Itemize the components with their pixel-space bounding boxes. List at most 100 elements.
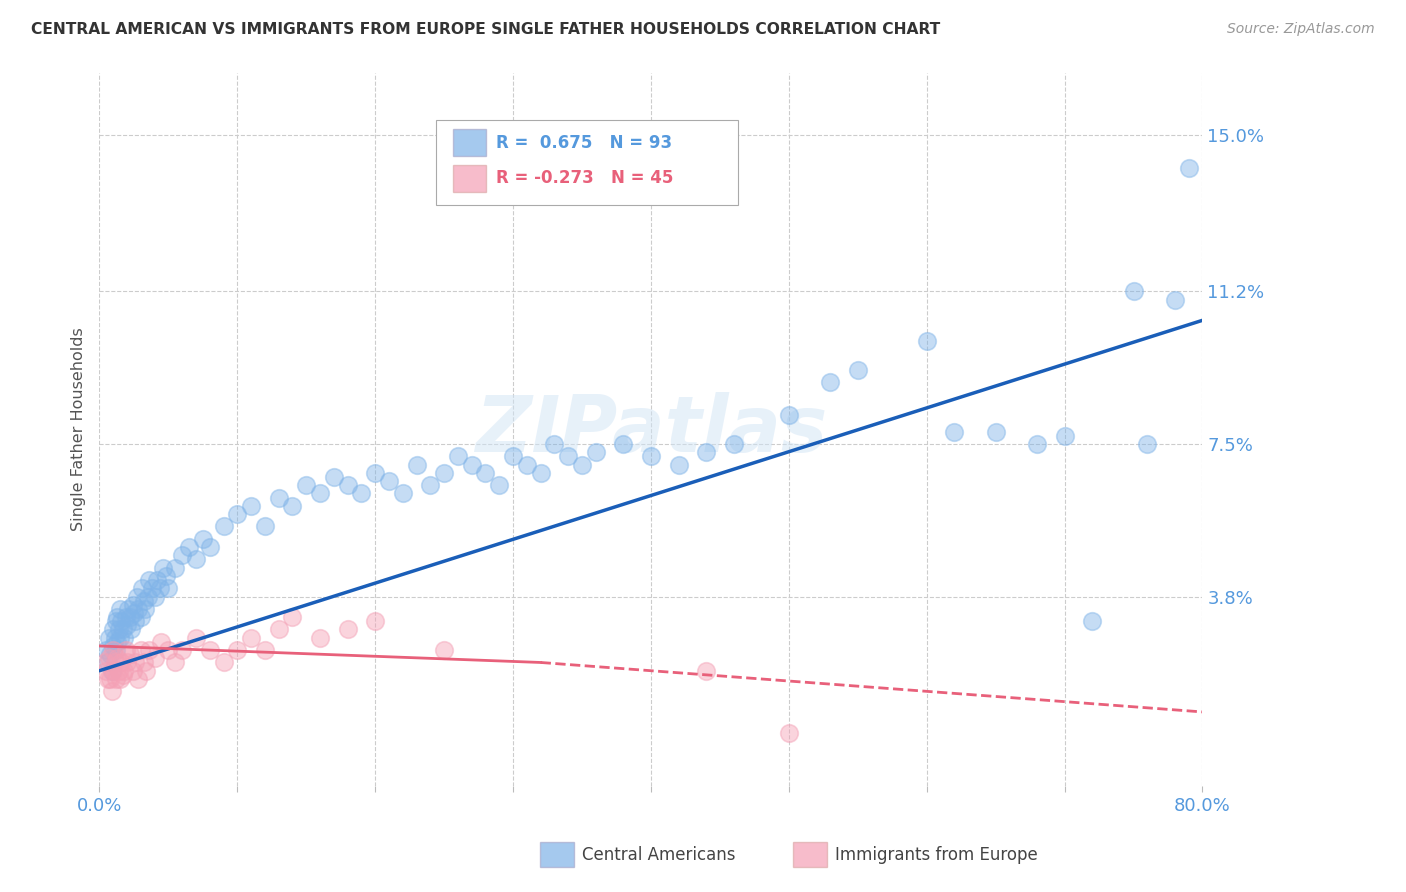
Point bbox=[516, 458, 538, 472]
Point bbox=[157, 643, 180, 657]
Point bbox=[96, 643, 118, 657]
Point bbox=[336, 478, 359, 492]
Point bbox=[240, 499, 263, 513]
Point bbox=[1026, 437, 1049, 451]
Point bbox=[150, 635, 173, 649]
Text: Source: ZipAtlas.com: Source: ZipAtlas.com bbox=[1227, 22, 1375, 37]
Point bbox=[103, 643, 125, 657]
Point bbox=[778, 408, 800, 422]
Point bbox=[295, 478, 318, 492]
Point bbox=[1136, 437, 1159, 451]
Point bbox=[96, 664, 118, 678]
Point bbox=[143, 651, 166, 665]
Point bbox=[115, 618, 138, 632]
Point bbox=[143, 590, 166, 604]
Point bbox=[543, 437, 565, 451]
Point bbox=[474, 466, 496, 480]
Point bbox=[336, 623, 359, 637]
Point bbox=[571, 458, 593, 472]
Point bbox=[322, 470, 344, 484]
Point bbox=[136, 590, 159, 604]
Point bbox=[115, 656, 138, 670]
Point bbox=[267, 491, 290, 505]
Point bbox=[107, 664, 129, 678]
Point bbox=[105, 651, 128, 665]
Point bbox=[267, 623, 290, 637]
Point bbox=[1081, 614, 1104, 628]
Point bbox=[157, 581, 180, 595]
Point bbox=[120, 623, 142, 637]
Point bbox=[364, 614, 387, 628]
Point bbox=[112, 664, 135, 678]
Point bbox=[94, 656, 117, 670]
Point bbox=[433, 643, 456, 657]
Point bbox=[177, 540, 200, 554]
Point bbox=[122, 606, 145, 620]
Point bbox=[191, 532, 214, 546]
Text: Central Americans: Central Americans bbox=[582, 846, 735, 863]
Point bbox=[104, 614, 127, 628]
Point bbox=[488, 478, 510, 492]
Point bbox=[111, 668, 134, 682]
Point bbox=[172, 643, 194, 657]
Point bbox=[530, 466, 553, 480]
Point bbox=[129, 610, 152, 624]
Point bbox=[915, 334, 938, 348]
Point bbox=[1053, 429, 1076, 443]
Point bbox=[138, 573, 160, 587]
Point bbox=[281, 610, 304, 624]
Point bbox=[668, 458, 690, 472]
Point bbox=[226, 643, 249, 657]
Point bbox=[165, 560, 187, 574]
Point bbox=[127, 672, 149, 686]
Point bbox=[121, 598, 143, 612]
Point bbox=[212, 519, 235, 533]
Point bbox=[240, 631, 263, 645]
Point bbox=[846, 363, 869, 377]
Point bbox=[129, 643, 152, 657]
Point bbox=[198, 540, 221, 554]
Point bbox=[1177, 161, 1199, 175]
Point bbox=[110, 614, 132, 628]
Point bbox=[97, 656, 120, 670]
Point bbox=[172, 549, 194, 563]
Point bbox=[138, 643, 160, 657]
Text: CENTRAL AMERICAN VS IMMIGRANTS FROM EUROPE SINGLE FATHER HOUSEHOLDS CORRELATION : CENTRAL AMERICAN VS IMMIGRANTS FROM EURO… bbox=[31, 22, 941, 37]
Point bbox=[127, 602, 149, 616]
Point bbox=[124, 656, 146, 670]
Point bbox=[155, 569, 177, 583]
Point bbox=[984, 425, 1007, 439]
Point bbox=[253, 643, 276, 657]
Point bbox=[105, 635, 128, 649]
Text: ZIPatlas: ZIPatlas bbox=[475, 392, 827, 467]
Point bbox=[460, 458, 482, 472]
Point bbox=[125, 590, 148, 604]
Point bbox=[114, 610, 136, 624]
Point bbox=[184, 631, 207, 645]
Point bbox=[100, 672, 122, 686]
Point bbox=[98, 631, 121, 645]
Point bbox=[104, 656, 127, 670]
Point bbox=[1122, 285, 1144, 299]
Point bbox=[107, 623, 129, 637]
Point bbox=[198, 643, 221, 657]
Point bbox=[1164, 293, 1187, 307]
Point bbox=[101, 684, 124, 698]
Point bbox=[103, 639, 125, 653]
Point bbox=[364, 466, 387, 480]
Text: R = -0.273   N = 45: R = -0.273 N = 45 bbox=[496, 169, 673, 187]
Point bbox=[281, 499, 304, 513]
Point bbox=[165, 656, 187, 670]
Point bbox=[117, 602, 139, 616]
Point bbox=[124, 614, 146, 628]
Point bbox=[100, 647, 122, 661]
Point bbox=[585, 445, 607, 459]
Point bbox=[391, 486, 413, 500]
Point bbox=[112, 631, 135, 645]
Point bbox=[433, 466, 456, 480]
Point bbox=[612, 437, 634, 451]
Point bbox=[97, 672, 120, 686]
Point bbox=[309, 631, 332, 645]
Point bbox=[141, 581, 163, 595]
Text: Immigrants from Europe: Immigrants from Europe bbox=[835, 846, 1038, 863]
